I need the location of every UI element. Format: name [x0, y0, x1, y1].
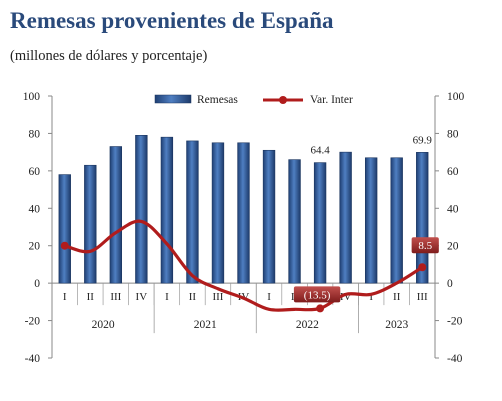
- line-marker: [418, 263, 427, 272]
- year-label: 2022: [296, 319, 319, 331]
- bar-data-label: 69.9: [413, 134, 433, 146]
- right-tick-label: 0: [447, 278, 453, 290]
- right-tick-label: -40: [447, 353, 463, 365]
- line-marker: [316, 304, 325, 313]
- quarter-label: I: [267, 291, 271, 303]
- bar-remesas: [58, 174, 71, 284]
- line-data-label-box: [411, 237, 439, 254]
- legend-label-remesas: Remesas: [197, 94, 238, 106]
- left-tick-label: -40: [25, 353, 41, 365]
- bar-remesas: [135, 135, 148, 284]
- bar-remesas: [416, 152, 429, 284]
- quarter-label: IV: [340, 291, 352, 303]
- legend-swatch-remesas: [154, 94, 192, 104]
- left-tick-label: -20: [25, 316, 41, 328]
- left-tick-label: 100: [23, 91, 41, 103]
- bar-remesas: [313, 162, 327, 284]
- bar-remesas: [364, 157, 378, 284]
- right-tick-label: 80: [447, 128, 459, 140]
- quarter-label: II: [393, 291, 401, 303]
- bar-remesas: [390, 157, 403, 284]
- legend-label-var-inter: Var. Inter: [310, 94, 353, 106]
- quarter-label: I: [63, 291, 67, 303]
- line-marker: [60, 241, 69, 250]
- line-var-inter: [64, 219, 424, 312]
- chart-title: Remesas provenientes de España: [10, 8, 334, 33]
- bar-remesas: [211, 142, 225, 284]
- year-label: 2020: [92, 319, 115, 331]
- bar-remesas: [288, 159, 301, 284]
- bar-remesas: [262, 149, 276, 284]
- right-tick-label: 40: [447, 203, 459, 215]
- right-tick-label: -20: [447, 316, 463, 328]
- bar-remesas: [237, 142, 250, 284]
- left-tick-label: 40: [29, 203, 41, 215]
- right-tick-label: 60: [447, 166, 459, 178]
- year-label: 2023: [385, 319, 408, 331]
- quarter-label: III: [110, 291, 121, 303]
- bar-remesas: [339, 151, 352, 284]
- quarter-label: II: [189, 291, 197, 303]
- quarter-label: II: [87, 291, 95, 303]
- quarter-label: III: [212, 291, 223, 303]
- left-tick-label: 20: [29, 241, 41, 253]
- line-data-label: (13.5): [304, 289, 331, 301]
- bar-remesas: [160, 136, 174, 284]
- chart-subtitle: (millones de dólares y porcentaje): [10, 48, 208, 64]
- quarter-label: IV: [136, 291, 148, 303]
- right-tick-label: 100: [447, 91, 465, 103]
- bar-remesas: [186, 140, 199, 284]
- line-data-label-box: [293, 286, 341, 303]
- left-tick-label: 0: [34, 278, 40, 290]
- legend-marker-var-inter: [279, 96, 287, 104]
- year-label: 2021: [194, 319, 217, 331]
- right-tick-label: 20: [447, 241, 459, 253]
- bar-remesas: [84, 164, 97, 284]
- quarter-label: I: [369, 291, 373, 303]
- line-data-label: 8.5: [418, 240, 432, 252]
- bar-data-label: 64.4: [310, 145, 330, 157]
- left-tick-label: 60: [29, 166, 41, 178]
- bar-remesas: [109, 146, 123, 284]
- quarter-label: I: [165, 291, 169, 303]
- quarter-label: III: [417, 291, 428, 303]
- left-tick-label: 80: [29, 128, 41, 140]
